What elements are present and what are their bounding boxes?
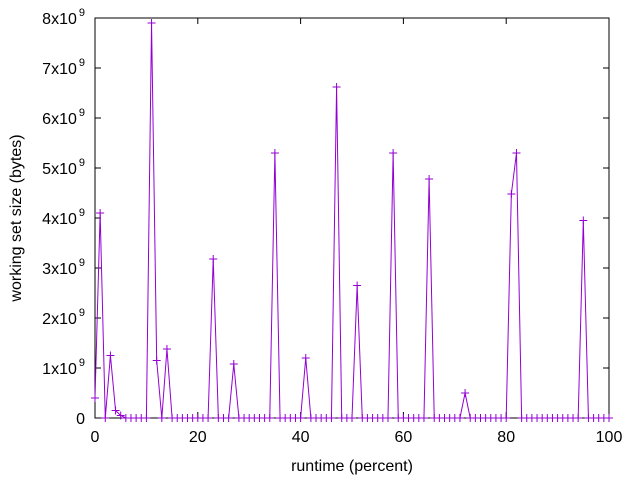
data-point <box>455 414 464 422</box>
data-point <box>224 414 233 422</box>
data-point <box>383 414 392 422</box>
data-point <box>162 345 171 353</box>
y-axis-label: working set size (bytes) <box>8 134 25 302</box>
x-tick-label: 80 <box>497 429 515 446</box>
data-point <box>605 414 613 422</box>
y-tick-label: 4x10 9 <box>42 207 85 228</box>
y-tick-label: 5x10 9 <box>42 157 85 178</box>
data-point <box>270 149 279 157</box>
data-point <box>507 190 516 198</box>
data-point <box>353 281 362 290</box>
plot-frame <box>94 17 610 419</box>
data-point <box>147 19 156 27</box>
axis-ticks <box>94 17 610 419</box>
data-point <box>296 414 305 422</box>
data-point <box>301 354 310 362</box>
y-tick-label: 6x10 9 <box>42 107 85 128</box>
data-point <box>579 216 588 225</box>
data-point <box>116 411 125 420</box>
y-tick-label: 7x10 9 <box>42 57 85 78</box>
x-tick-label: 40 <box>292 429 310 446</box>
y-tick-label: 2x10 9 <box>42 307 85 328</box>
data-point <box>461 389 470 397</box>
data-point <box>348 414 356 422</box>
data-point <box>327 414 336 422</box>
y-tick-label: 1x10 9 <box>42 357 85 378</box>
data-point <box>574 414 583 422</box>
series-line <box>94 22 609 419</box>
data-point <box>96 209 105 217</box>
data-point <box>265 414 274 422</box>
y-tick-label: 8x10 9 <box>42 7 85 28</box>
data-point <box>91 394 99 402</box>
tick-labels: 0 20 40 60 80 100 0 1x10 9 2x10 9 3x10 9 4x10 9 5x10 9 6x… <box>42 7 622 446</box>
data-point <box>425 175 434 183</box>
series-group <box>91 19 613 422</box>
data-point <box>106 351 115 360</box>
data-point <box>389 149 398 157</box>
x-tick-label: 20 <box>189 429 207 446</box>
data-point <box>142 414 151 422</box>
data-point <box>229 360 238 368</box>
x-axis-label: runtime (percent) <box>291 458 413 475</box>
y-tick-label: 3x10 9 <box>42 257 85 278</box>
data-point <box>157 414 166 422</box>
x-tick-label: 100 <box>596 429 623 446</box>
data-point <box>204 414 213 422</box>
data-point <box>332 83 341 91</box>
data-point <box>502 414 511 422</box>
data-point <box>101 414 110 422</box>
x-tick-label: 60 <box>395 429 413 446</box>
data-point <box>419 414 428 422</box>
data-point <box>111 406 120 415</box>
x-tick-label: 0 <box>91 429 100 446</box>
data-point <box>209 255 218 263</box>
data-point <box>152 356 161 365</box>
data-point <box>512 149 521 157</box>
y-tick-label: 0 <box>76 411 85 428</box>
